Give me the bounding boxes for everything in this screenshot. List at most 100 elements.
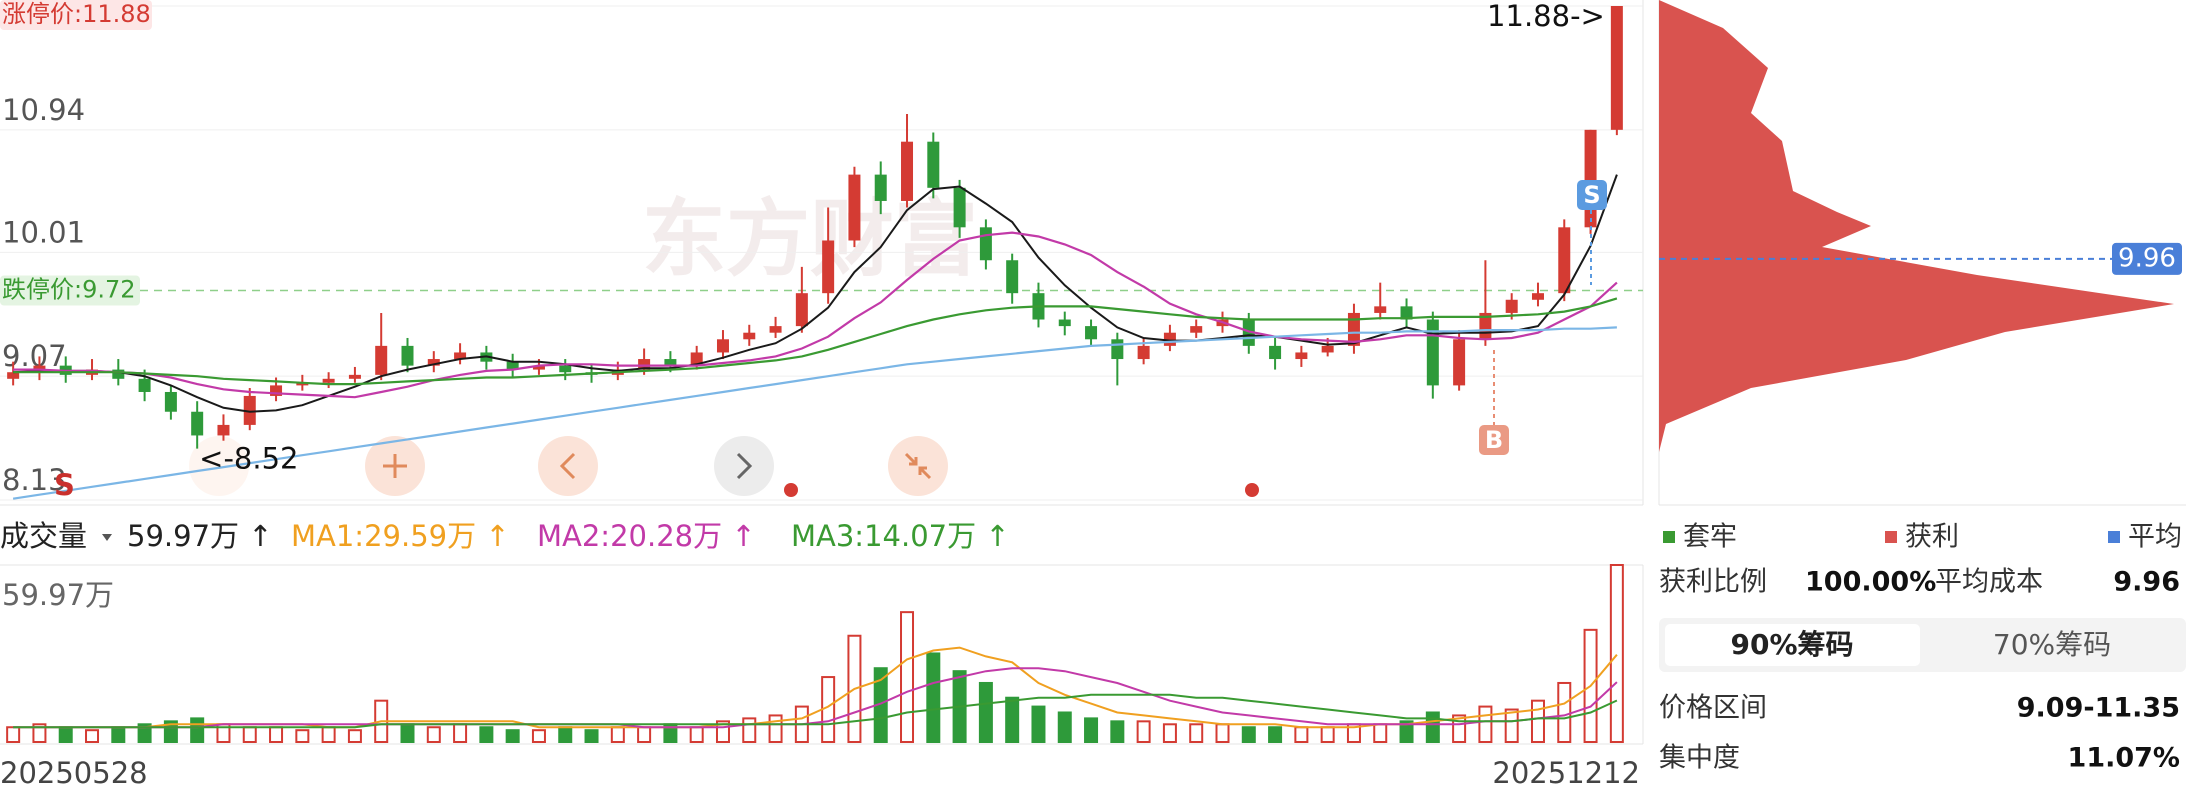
y-tick-label: 10.01	[2, 215, 85, 249]
candle-body	[1321, 345, 1334, 353]
volume-bar	[1189, 723, 1204, 743]
next-button[interactable]	[714, 436, 774, 496]
candle-body	[1058, 319, 1071, 327]
candle-body	[1453, 339, 1466, 386]
candle-body	[322, 378, 335, 383]
candle-body	[1347, 312, 1360, 346]
stat-value: 100.00%	[1805, 567, 1936, 598]
avg-cost-badge	[2112, 242, 2182, 275]
prev-button[interactable]	[538, 436, 598, 496]
chip-profile	[1659, 0, 2174, 452]
volume-bar	[85, 729, 100, 743]
candle-body	[638, 359, 651, 370]
candle-body	[1242, 319, 1255, 346]
candle-body	[1558, 227, 1571, 294]
legend-label: 平均	[2128, 522, 2182, 553]
volume-bar	[978, 681, 993, 743]
volume-bar	[1057, 711, 1072, 743]
stat-value: 11.07%	[2068, 743, 2180, 774]
volume-bar	[321, 726, 336, 743]
volume-bar	[1110, 720, 1125, 743]
volume-bar	[558, 726, 573, 743]
candle-body	[953, 187, 966, 228]
button[interactable]	[189, 436, 249, 496]
volume-bar	[926, 652, 941, 744]
volume-legend: 59.97万 ↑	[127, 519, 273, 553]
limit-up-badge	[0, 0, 152, 30]
candle-body	[874, 174, 887, 201]
avg-cost-tag: 9.96	[2118, 243, 2176, 273]
candle-body	[1426, 319, 1439, 386]
candle-body	[1531, 293, 1544, 300]
candle-body	[164, 391, 177, 412]
volume-bar	[610, 726, 625, 743]
candle-body	[348, 374, 361, 379]
candle-body	[1505, 299, 1518, 313]
candle-body	[1400, 306, 1413, 320]
limit-down-badge	[0, 275, 140, 306]
volume-bar	[1504, 708, 1519, 743]
volume-bar	[426, 726, 441, 743]
volume-bar	[1294, 726, 1309, 743]
volume-bar	[584, 729, 599, 743]
candle-body	[1085, 326, 1098, 340]
tab[interactable]: 90%筹码	[1730, 628, 1853, 661]
candle-body	[454, 352, 467, 360]
volume-bar	[1399, 720, 1414, 743]
tab[interactable]: 70%筹码	[1993, 628, 2111, 661]
candle-body	[1137, 345, 1150, 360]
tab-selected[interactable]	[1665, 624, 1920, 666]
volume-bar	[1373, 723, 1388, 743]
volume-bar	[1005, 696, 1020, 743]
volume-bar	[1478, 705, 1493, 743]
volume-bar	[1084, 717, 1099, 743]
stat-label: 集中度	[1659, 743, 1740, 774]
candle-body	[559, 365, 572, 373]
volume-ma-line	[13, 693, 1618, 729]
volume-bar	[58, 726, 73, 743]
volume-bar	[400, 723, 415, 743]
volume-ma-line	[13, 667, 1618, 729]
volume-bar	[900, 611, 915, 743]
volume-bar	[6, 726, 21, 743]
limit-up-label: 涨停价:11.88	[2, 0, 151, 28]
icon	[904, 452, 932, 480]
high-label: 11.88->	[1487, 0, 1605, 33]
candle-body	[1295, 352, 1308, 360]
candle-body	[927, 141, 940, 188]
icon	[559, 452, 576, 480]
volume-bar	[531, 729, 546, 743]
sell-marker-box	[1577, 180, 1607, 210]
volume-bar	[190, 717, 205, 743]
candle-body	[401, 345, 414, 366]
low-label: <-8.52	[199, 442, 298, 476]
legend-label: 获利	[1905, 522, 1959, 553]
y-tick-label: 59.97万	[2, 578, 114, 612]
candle-body	[690, 352, 703, 366]
volume-bar	[453, 723, 468, 743]
volume-bar	[742, 717, 757, 743]
candle-body	[822, 240, 835, 294]
stat-value: 9.09-11.35	[2017, 693, 2180, 724]
legend-swatch	[2108, 531, 2120, 543]
dropdown-icon[interactable]	[102, 534, 112, 541]
volume-bar	[768, 714, 783, 743]
volume-bar	[1320, 726, 1335, 743]
shrink-button[interactable]	[888, 436, 948, 496]
volume-bar	[689, 726, 704, 743]
candle-body	[1190, 326, 1203, 333]
sell-marker: S	[1583, 181, 1600, 209]
candle-body	[375, 345, 388, 375]
icon	[383, 454, 407, 478]
volume-bar	[1241, 726, 1256, 743]
volume-bar	[637, 726, 652, 743]
volume-bar	[32, 723, 47, 743]
candle-body	[1610, 6, 1623, 130]
candle-body	[532, 365, 545, 370]
volume-bar	[242, 726, 257, 743]
candle-body	[296, 382, 309, 386]
event-dot	[1245, 483, 1259, 497]
volume-bar	[137, 723, 152, 743]
x-tick-label: 20251212	[1492, 756, 1640, 790]
